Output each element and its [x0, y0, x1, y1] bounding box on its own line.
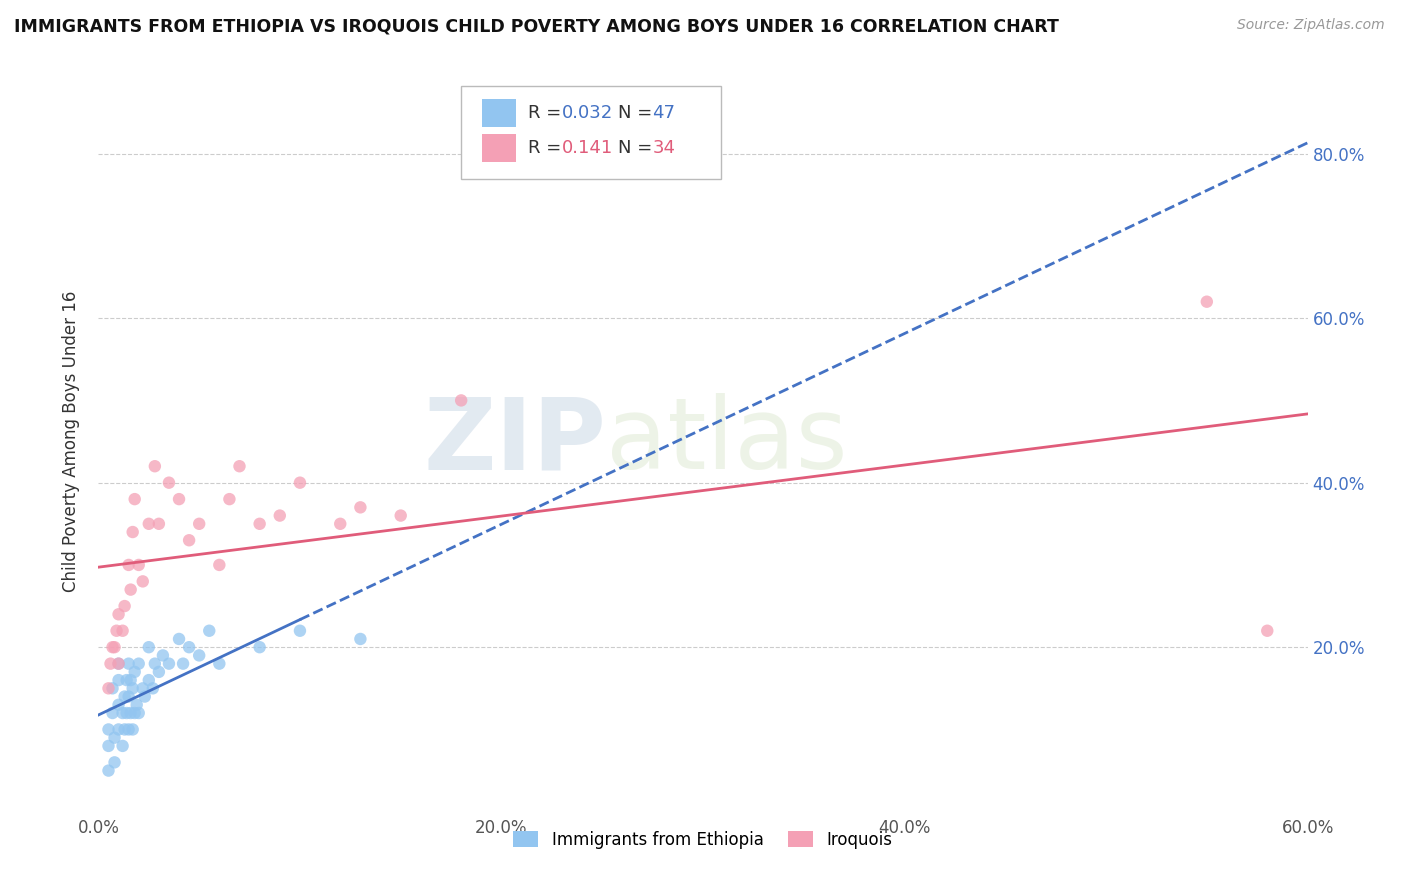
- Point: [179, 533, 201, 548]
- Point: [142, 681, 165, 696]
- Text: Source: ZipAtlas.com: Source: ZipAtlas.com: [1237, 18, 1385, 32]
- Point: [101, 706, 124, 720]
- Point: [228, 459, 250, 474]
- Point: [114, 723, 136, 737]
- Text: 0.141: 0.141: [561, 139, 613, 157]
- Text: R =: R =: [527, 103, 567, 122]
- Point: [101, 640, 124, 655]
- Point: [152, 648, 174, 663]
- Point: [101, 681, 124, 696]
- Point: [249, 640, 271, 655]
- Text: R =: R =: [527, 139, 567, 157]
- Point: [138, 640, 160, 655]
- Point: [118, 690, 141, 704]
- Point: [329, 516, 352, 531]
- Point: [143, 459, 166, 474]
- Point: [105, 624, 128, 638]
- Point: [288, 475, 311, 490]
- Point: [157, 475, 180, 490]
- Point: [148, 665, 170, 679]
- Point: [107, 607, 129, 622]
- Legend: Immigrants from Ethiopia, Iroquois: Immigrants from Ethiopia, Iroquois: [506, 824, 900, 855]
- Point: [120, 706, 142, 720]
- Point: [115, 706, 138, 720]
- Point: [179, 640, 201, 655]
- Point: [132, 681, 155, 696]
- Point: [167, 632, 190, 646]
- Point: [208, 558, 231, 572]
- Text: 47: 47: [652, 103, 675, 122]
- Point: [111, 706, 134, 720]
- Point: [128, 657, 150, 671]
- Text: 34: 34: [652, 139, 675, 157]
- Text: 0.032: 0.032: [561, 103, 613, 122]
- Text: N =: N =: [619, 139, 658, 157]
- Point: [107, 723, 129, 737]
- Text: IMMIGRANTS FROM ETHIOPIA VS IROQUOIS CHILD POVERTY AMONG BOYS UNDER 16 CORRELATI: IMMIGRANTS FROM ETHIOPIA VS IROQUOIS CHI…: [14, 18, 1059, 36]
- Point: [114, 690, 136, 704]
- Point: [97, 739, 120, 753]
- Point: [118, 657, 141, 671]
- Point: [103, 731, 125, 745]
- Point: [114, 599, 136, 613]
- Point: [450, 393, 472, 408]
- Point: [138, 673, 160, 687]
- Point: [188, 516, 211, 531]
- Text: N =: N =: [619, 103, 658, 122]
- Point: [124, 706, 146, 720]
- Point: [103, 640, 125, 655]
- Point: [124, 492, 146, 507]
- Point: [389, 508, 412, 523]
- Point: [120, 582, 142, 597]
- FancyBboxPatch shape: [461, 87, 721, 178]
- Point: [97, 723, 120, 737]
- Point: [208, 657, 231, 671]
- Point: [111, 624, 134, 638]
- Point: [1256, 624, 1278, 638]
- Point: [115, 673, 138, 687]
- Point: [120, 673, 142, 687]
- Point: [107, 673, 129, 687]
- Point: [172, 657, 194, 671]
- Point: [125, 698, 148, 712]
- Point: [349, 632, 371, 646]
- Point: [349, 500, 371, 515]
- Text: ZIP: ZIP: [423, 393, 606, 490]
- Point: [143, 657, 166, 671]
- Point: [118, 723, 141, 737]
- Point: [128, 558, 150, 572]
- Point: [107, 698, 129, 712]
- Point: [249, 516, 271, 531]
- Point: [100, 657, 122, 671]
- Point: [288, 624, 311, 638]
- Point: [167, 492, 190, 507]
- Point: [132, 574, 155, 589]
- Point: [198, 624, 221, 638]
- FancyBboxPatch shape: [482, 99, 516, 127]
- Point: [97, 764, 120, 778]
- Point: [107, 657, 129, 671]
- Point: [121, 723, 143, 737]
- FancyBboxPatch shape: [482, 135, 516, 162]
- Point: [188, 648, 211, 663]
- Point: [138, 516, 160, 531]
- Point: [269, 508, 291, 523]
- Point: [121, 524, 143, 539]
- Point: [107, 657, 129, 671]
- Point: [148, 516, 170, 531]
- Point: [1195, 294, 1218, 309]
- Point: [118, 558, 141, 572]
- Point: [111, 739, 134, 753]
- Point: [218, 492, 240, 507]
- Point: [124, 665, 146, 679]
- Point: [121, 681, 143, 696]
- Y-axis label: Child Poverty Among Boys Under 16: Child Poverty Among Boys Under 16: [62, 291, 80, 592]
- Text: atlas: atlas: [606, 393, 848, 490]
- Point: [128, 706, 150, 720]
- Point: [103, 756, 125, 770]
- Point: [134, 690, 156, 704]
- Point: [97, 681, 120, 696]
- Point: [157, 657, 180, 671]
